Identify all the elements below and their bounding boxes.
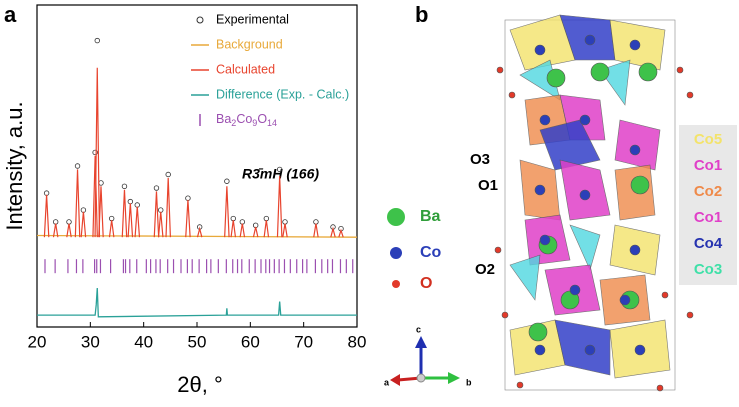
peak xyxy=(134,206,141,238)
legend-swatch xyxy=(392,280,400,288)
annotation: R3̄mH (166) xyxy=(242,166,319,182)
x-tick-label: 70 xyxy=(294,332,313,351)
data-point xyxy=(94,37,100,44)
legend-label: Experimental xyxy=(216,12,289,26)
site-label: O2 xyxy=(475,261,495,278)
panel-label: b xyxy=(415,2,428,27)
data-point xyxy=(98,180,104,186)
y-axis-label: Intensity, a.u. xyxy=(2,101,27,230)
peak xyxy=(313,223,319,238)
peak xyxy=(224,186,230,238)
data-point xyxy=(74,163,81,169)
data-point xyxy=(185,195,191,201)
peak xyxy=(263,220,270,238)
site-label: O3 xyxy=(470,151,490,168)
cobalt-site: Co2 xyxy=(694,183,722,200)
series-line xyxy=(36,234,358,238)
peak xyxy=(196,226,203,238)
peak xyxy=(80,211,87,238)
peak xyxy=(92,155,98,238)
cobalt-site: Co1 xyxy=(694,209,722,226)
x-tick-label: 50 xyxy=(188,332,207,351)
peak xyxy=(330,226,336,238)
peak xyxy=(157,211,164,238)
data-point xyxy=(165,171,171,178)
data-point xyxy=(121,183,128,190)
legend-swatch xyxy=(387,208,405,226)
site-label: O1 xyxy=(478,177,498,194)
legend-label: Difference (Exp. - Calc.) xyxy=(216,87,349,101)
peak xyxy=(185,199,191,238)
legend-swatch xyxy=(390,247,402,259)
peak xyxy=(153,191,160,238)
peak xyxy=(239,223,246,238)
data-point xyxy=(108,215,115,222)
peak xyxy=(338,228,344,238)
axis-letter: a xyxy=(384,377,390,387)
data-point xyxy=(127,198,134,205)
data-point xyxy=(263,215,270,222)
data-point xyxy=(43,190,50,196)
axes-icon xyxy=(390,336,460,386)
peak xyxy=(276,176,283,238)
cobalt-site: Co3 xyxy=(694,261,722,278)
data-point xyxy=(230,215,236,222)
data-point xyxy=(134,202,140,208)
x-tick-label: 30 xyxy=(81,332,100,351)
x-tick-label: 80 xyxy=(348,332,367,351)
legend-label: O xyxy=(420,275,432,292)
x-axis-label: 2θ, ° xyxy=(177,372,223,397)
axis-letter: b xyxy=(466,377,472,387)
legend-marker xyxy=(196,16,204,24)
data-point xyxy=(158,207,164,213)
data-point xyxy=(92,149,98,156)
legend-label: Calculated xyxy=(216,62,275,76)
x-tick-label: 40 xyxy=(134,332,153,351)
peak xyxy=(282,223,288,238)
peak xyxy=(98,186,104,238)
legend-label: Ba xyxy=(420,208,441,225)
cobalt-site: Co5 xyxy=(694,131,722,148)
peak xyxy=(74,169,81,238)
x-tick-label: 20 xyxy=(28,332,47,351)
crystal-structure xyxy=(494,14,694,392)
legend-label: Ba2Co9O14 xyxy=(216,112,277,128)
peak xyxy=(66,223,72,238)
cobalt-site: Co4 xyxy=(694,235,723,252)
legend-label: Background xyxy=(216,37,283,51)
peak xyxy=(94,67,101,238)
peak xyxy=(165,177,171,238)
data-point xyxy=(153,185,160,191)
peak xyxy=(127,203,134,238)
series-line xyxy=(37,287,357,318)
peak xyxy=(43,194,50,238)
peak xyxy=(252,226,259,238)
data-point xyxy=(224,178,230,184)
data-point xyxy=(80,207,87,213)
peak xyxy=(121,189,128,238)
cobalt-site: Co1 xyxy=(694,157,722,174)
peak xyxy=(230,220,237,238)
legend-label: Co xyxy=(420,244,442,261)
peak xyxy=(108,220,115,238)
peak xyxy=(52,223,59,238)
site-box xyxy=(679,125,737,285)
panel-label: a xyxy=(4,2,17,27)
axis-letter: c xyxy=(416,324,421,334)
x-tick-label: 60 xyxy=(241,332,260,351)
data-point xyxy=(276,166,283,173)
